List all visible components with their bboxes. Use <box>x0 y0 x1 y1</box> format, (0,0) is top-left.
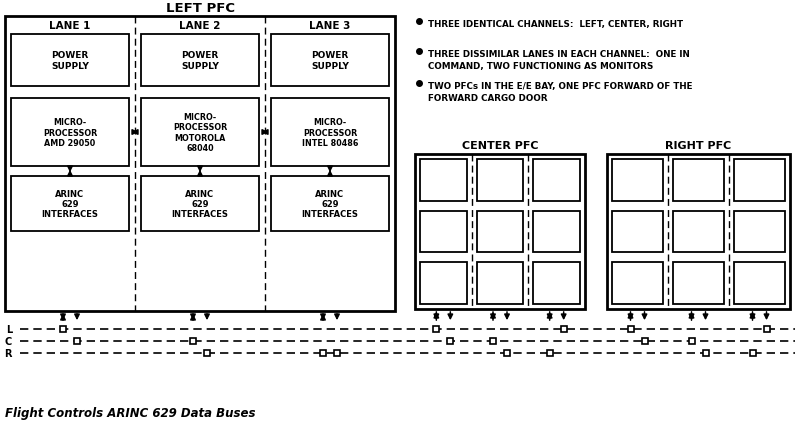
Bar <box>546 350 553 356</box>
Bar <box>734 160 785 201</box>
Bar <box>415 155 585 309</box>
Text: C: C <box>5 336 12 346</box>
Text: ARINC
629
INTERFACES: ARINC 629 INTERFACES <box>42 189 98 219</box>
Bar <box>141 99 259 167</box>
Bar <box>607 155 790 309</box>
Bar <box>5 17 395 311</box>
Bar <box>734 263 785 304</box>
Bar <box>334 350 340 356</box>
Text: MICRO-
PROCESSOR
MOTOROLA
68040: MICRO- PROCESSOR MOTOROLA 68040 <box>173 112 227 153</box>
Bar <box>763 326 770 332</box>
Bar <box>141 35 259 87</box>
Bar <box>11 177 129 231</box>
Bar <box>612 211 663 253</box>
Bar <box>490 338 496 344</box>
Bar <box>689 338 694 344</box>
Bar <box>60 326 66 332</box>
Bar <box>561 326 566 332</box>
Bar <box>271 177 389 231</box>
Text: MICRO-
PROCESSOR
INTEL 80486: MICRO- PROCESSOR INTEL 80486 <box>302 118 358 147</box>
Bar <box>447 338 454 344</box>
Bar <box>190 338 196 344</box>
Text: CENTER PFC: CENTER PFC <box>462 141 538 151</box>
Text: POWER
SUPPLY: POWER SUPPLY <box>51 51 89 71</box>
Bar <box>534 211 580 253</box>
Bar <box>11 35 129 87</box>
Text: LANE 1: LANE 1 <box>50 21 90 31</box>
Bar <box>11 99 129 167</box>
Bar <box>477 160 523 201</box>
Bar <box>271 35 389 87</box>
Bar <box>434 326 439 332</box>
Bar <box>477 211 523 253</box>
Bar <box>271 99 389 167</box>
Bar <box>204 350 210 356</box>
Bar <box>612 263 663 304</box>
Text: Flight Controls ARINC 629 Data Buses: Flight Controls ARINC 629 Data Buses <box>5 406 255 419</box>
Bar <box>420 160 466 201</box>
Text: THREE IDENTICAL CHANNELS:  LEFT, CENTER, RIGHT: THREE IDENTICAL CHANNELS: LEFT, CENTER, … <box>428 20 683 29</box>
Bar <box>702 350 709 356</box>
Bar <box>627 326 634 332</box>
Bar <box>612 160 663 201</box>
Text: LANE 3: LANE 3 <box>310 21 350 31</box>
Text: MICRO-
PROCESSOR
AMD 29050: MICRO- PROCESSOR AMD 29050 <box>43 118 97 147</box>
Text: ARINC
629
INTERFACES: ARINC 629 INTERFACES <box>171 189 229 219</box>
Bar <box>504 350 510 356</box>
Text: POWER
SUPPLY: POWER SUPPLY <box>311 51 349 71</box>
Bar <box>673 263 724 304</box>
Text: POWER
SUPPLY: POWER SUPPLY <box>181 51 219 71</box>
Bar <box>74 338 80 344</box>
Text: LEFT PFC: LEFT PFC <box>166 2 234 14</box>
Text: THREE DISSIMILAR LANES IN EACH CHANNEL:  ONE IN
COMMAND, TWO FUNCTIONING AS MONI: THREE DISSIMILAR LANES IN EACH CHANNEL: … <box>428 50 690 71</box>
Bar <box>420 263 466 304</box>
Bar <box>477 263 523 304</box>
Bar <box>673 160 724 201</box>
Bar <box>534 263 580 304</box>
Bar <box>534 160 580 201</box>
Bar <box>750 350 755 356</box>
Bar <box>420 211 466 253</box>
Bar <box>673 211 724 253</box>
Bar <box>320 350 326 356</box>
Text: ARINC
629
INTERFACES: ARINC 629 INTERFACES <box>302 189 358 219</box>
Text: RIGHT PFC: RIGHT PFC <box>666 141 732 151</box>
Text: LANE 2: LANE 2 <box>179 21 221 31</box>
Bar <box>141 177 259 231</box>
Bar <box>734 211 785 253</box>
Text: TWO PFCs IN THE E/E BAY, ONE PFC FORWARD OF THE
FORWARD CARGO DOOR: TWO PFCs IN THE E/E BAY, ONE PFC FORWARD… <box>428 82 693 103</box>
Bar <box>642 338 647 344</box>
Text: R: R <box>5 348 12 358</box>
Text: L: L <box>6 324 12 334</box>
